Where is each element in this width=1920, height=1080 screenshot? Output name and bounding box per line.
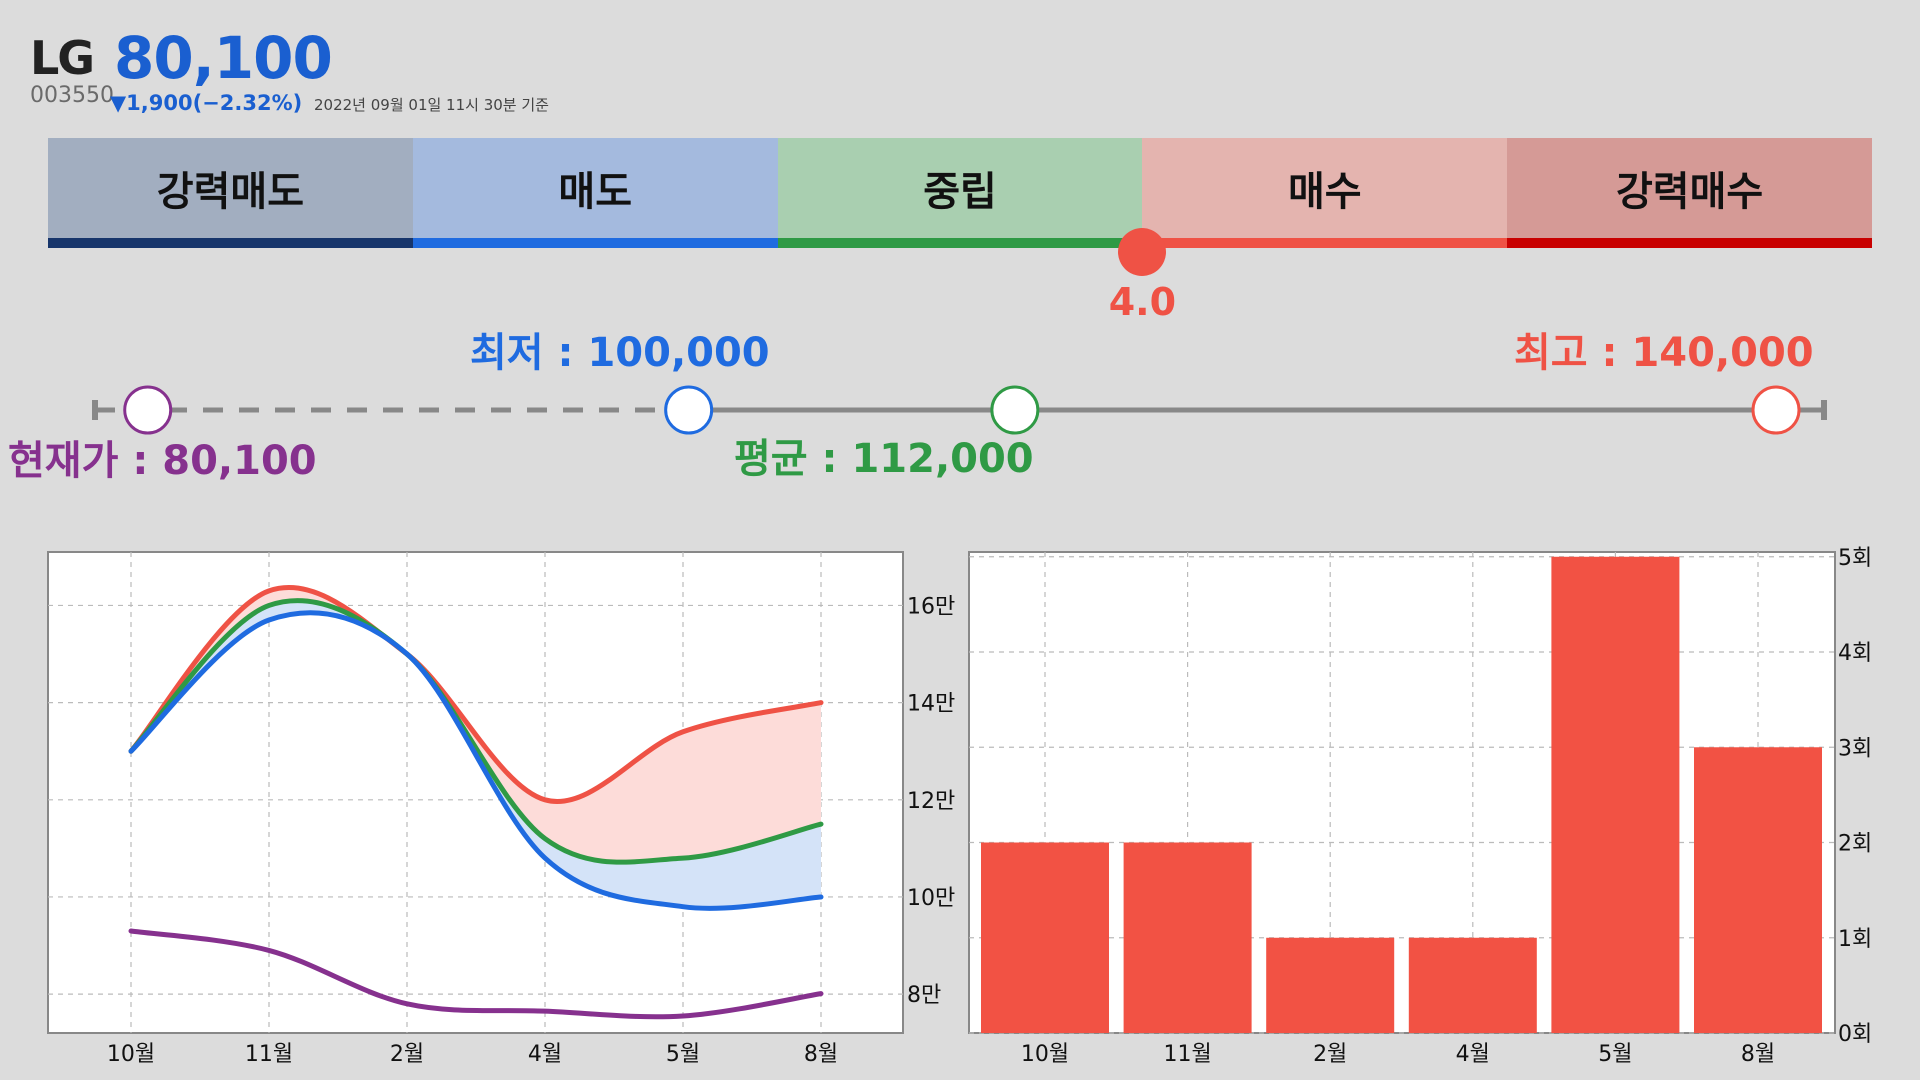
rating-segment-label: 매수: [1287, 169, 1362, 215]
avg-price-marker: [990, 385, 1040, 435]
series-line-price: [128, 928, 824, 1020]
rating-segment-line: [48, 238, 413, 248]
y-tick-label: 10만: [907, 886, 955, 911]
band-high-avg: [131, 587, 821, 863]
x-tick-label: 5월: [1598, 1042, 1632, 1067]
rating-segment-line: [777, 238, 1143, 248]
x-tick-label: 4월: [1456, 1042, 1490, 1067]
rating-segment-line: [1142, 238, 1508, 248]
high-price-marker: [1751, 385, 1801, 435]
y-tick-label: 4회: [1838, 641, 1872, 666]
series-line-high: [128, 584, 824, 804]
y-tick-label: 12만: [907, 789, 955, 814]
price-change: ▼1,900(−2.32%): [110, 91, 303, 115]
rating-segment: 매수: [1142, 138, 1508, 248]
rating-marker: [1118, 228, 1167, 276]
price-range-track: [92, 385, 1827, 435]
rating-segment-line: [1507, 238, 1872, 248]
count-bar-chart: 10월 11월 2월 4월 5월 8월 0회 1회 2회 3회 4회 5회: [968, 546, 1872, 1067]
y-tick-label: 14만: [907, 692, 955, 717]
y-tick-label: 0회: [1838, 1022, 1872, 1047]
y-tick-label: 1회: [1838, 927, 1872, 952]
rating-segment-line: [412, 238, 778, 248]
low-price-marker: [664, 385, 714, 435]
rating-segment: 강력매수: [1507, 138, 1872, 248]
stock-code: 003550: [30, 83, 114, 108]
x-tick-label: 10월: [1021, 1042, 1069, 1067]
bar-5월: [1551, 556, 1680, 1033]
x-tick-label: 11월: [1163, 1042, 1211, 1067]
x-tick-label: 11월: [245, 1042, 293, 1067]
timestamp: 2022년 09월 01일 11시 30분 기준: [314, 96, 549, 114]
y-tick-label: 3회: [1838, 736, 1872, 761]
bar-8월: [1694, 747, 1822, 1033]
avg-price-label: 평균 : 112,000: [734, 436, 1034, 482]
bar-2월: [1266, 937, 1395, 1033]
bar-11월: [1123, 842, 1252, 1033]
current-price-label: 현재가 : 80,100: [8, 438, 317, 484]
x-tick-label: 8월: [804, 1042, 838, 1067]
rating-segment: 매도: [412, 138, 778, 248]
x-tick-label: 10월: [107, 1042, 155, 1067]
price-line-chart: 10월 11월 2월 4월 5월 8월 8만 10만 12만 14만 16만: [47, 551, 955, 1067]
bar-10월: [981, 842, 1109, 1033]
x-tick-label: 4월: [528, 1042, 562, 1067]
stock-name: LG: [30, 31, 95, 85]
rating-segment-label: 강력매수: [1615, 169, 1764, 215]
x-tick-label: 2월: [1313, 1042, 1347, 1067]
x-tick-label: 5월: [666, 1042, 700, 1067]
rating-segment-label: 매도: [558, 169, 632, 215]
y-tick-label: 2회: [1838, 832, 1872, 857]
rating-segment-label: 강력매도: [156, 169, 304, 215]
bar-4월: [1408, 937, 1537, 1033]
y-tick-label: 5회: [1838, 546, 1872, 571]
y-tick-label: 16만: [907, 594, 955, 619]
series-line-avg: [128, 598, 824, 865]
low-price-label: 최저 : 100,000: [470, 330, 770, 376]
rating-segment: 강력매도: [48, 138, 413, 248]
rating-segment: 중립: [777, 138, 1143, 248]
stock-price: 80,100: [114, 24, 333, 92]
rating-value: 4.0: [1108, 280, 1177, 324]
y-tick-label: 8만: [907, 983, 941, 1008]
x-tick-label: 8월: [1741, 1042, 1775, 1067]
rating-segment-label: 중립: [923, 169, 997, 215]
rating-bar: 강력매도 매도 중립 매수 강력매수: [48, 138, 1872, 258]
current-price-marker: [123, 385, 173, 435]
high-price-label: 최고 : 140,000: [1514, 330, 1814, 376]
x-tick-label: 2월: [390, 1042, 424, 1067]
series-line-low: [128, 610, 824, 911]
